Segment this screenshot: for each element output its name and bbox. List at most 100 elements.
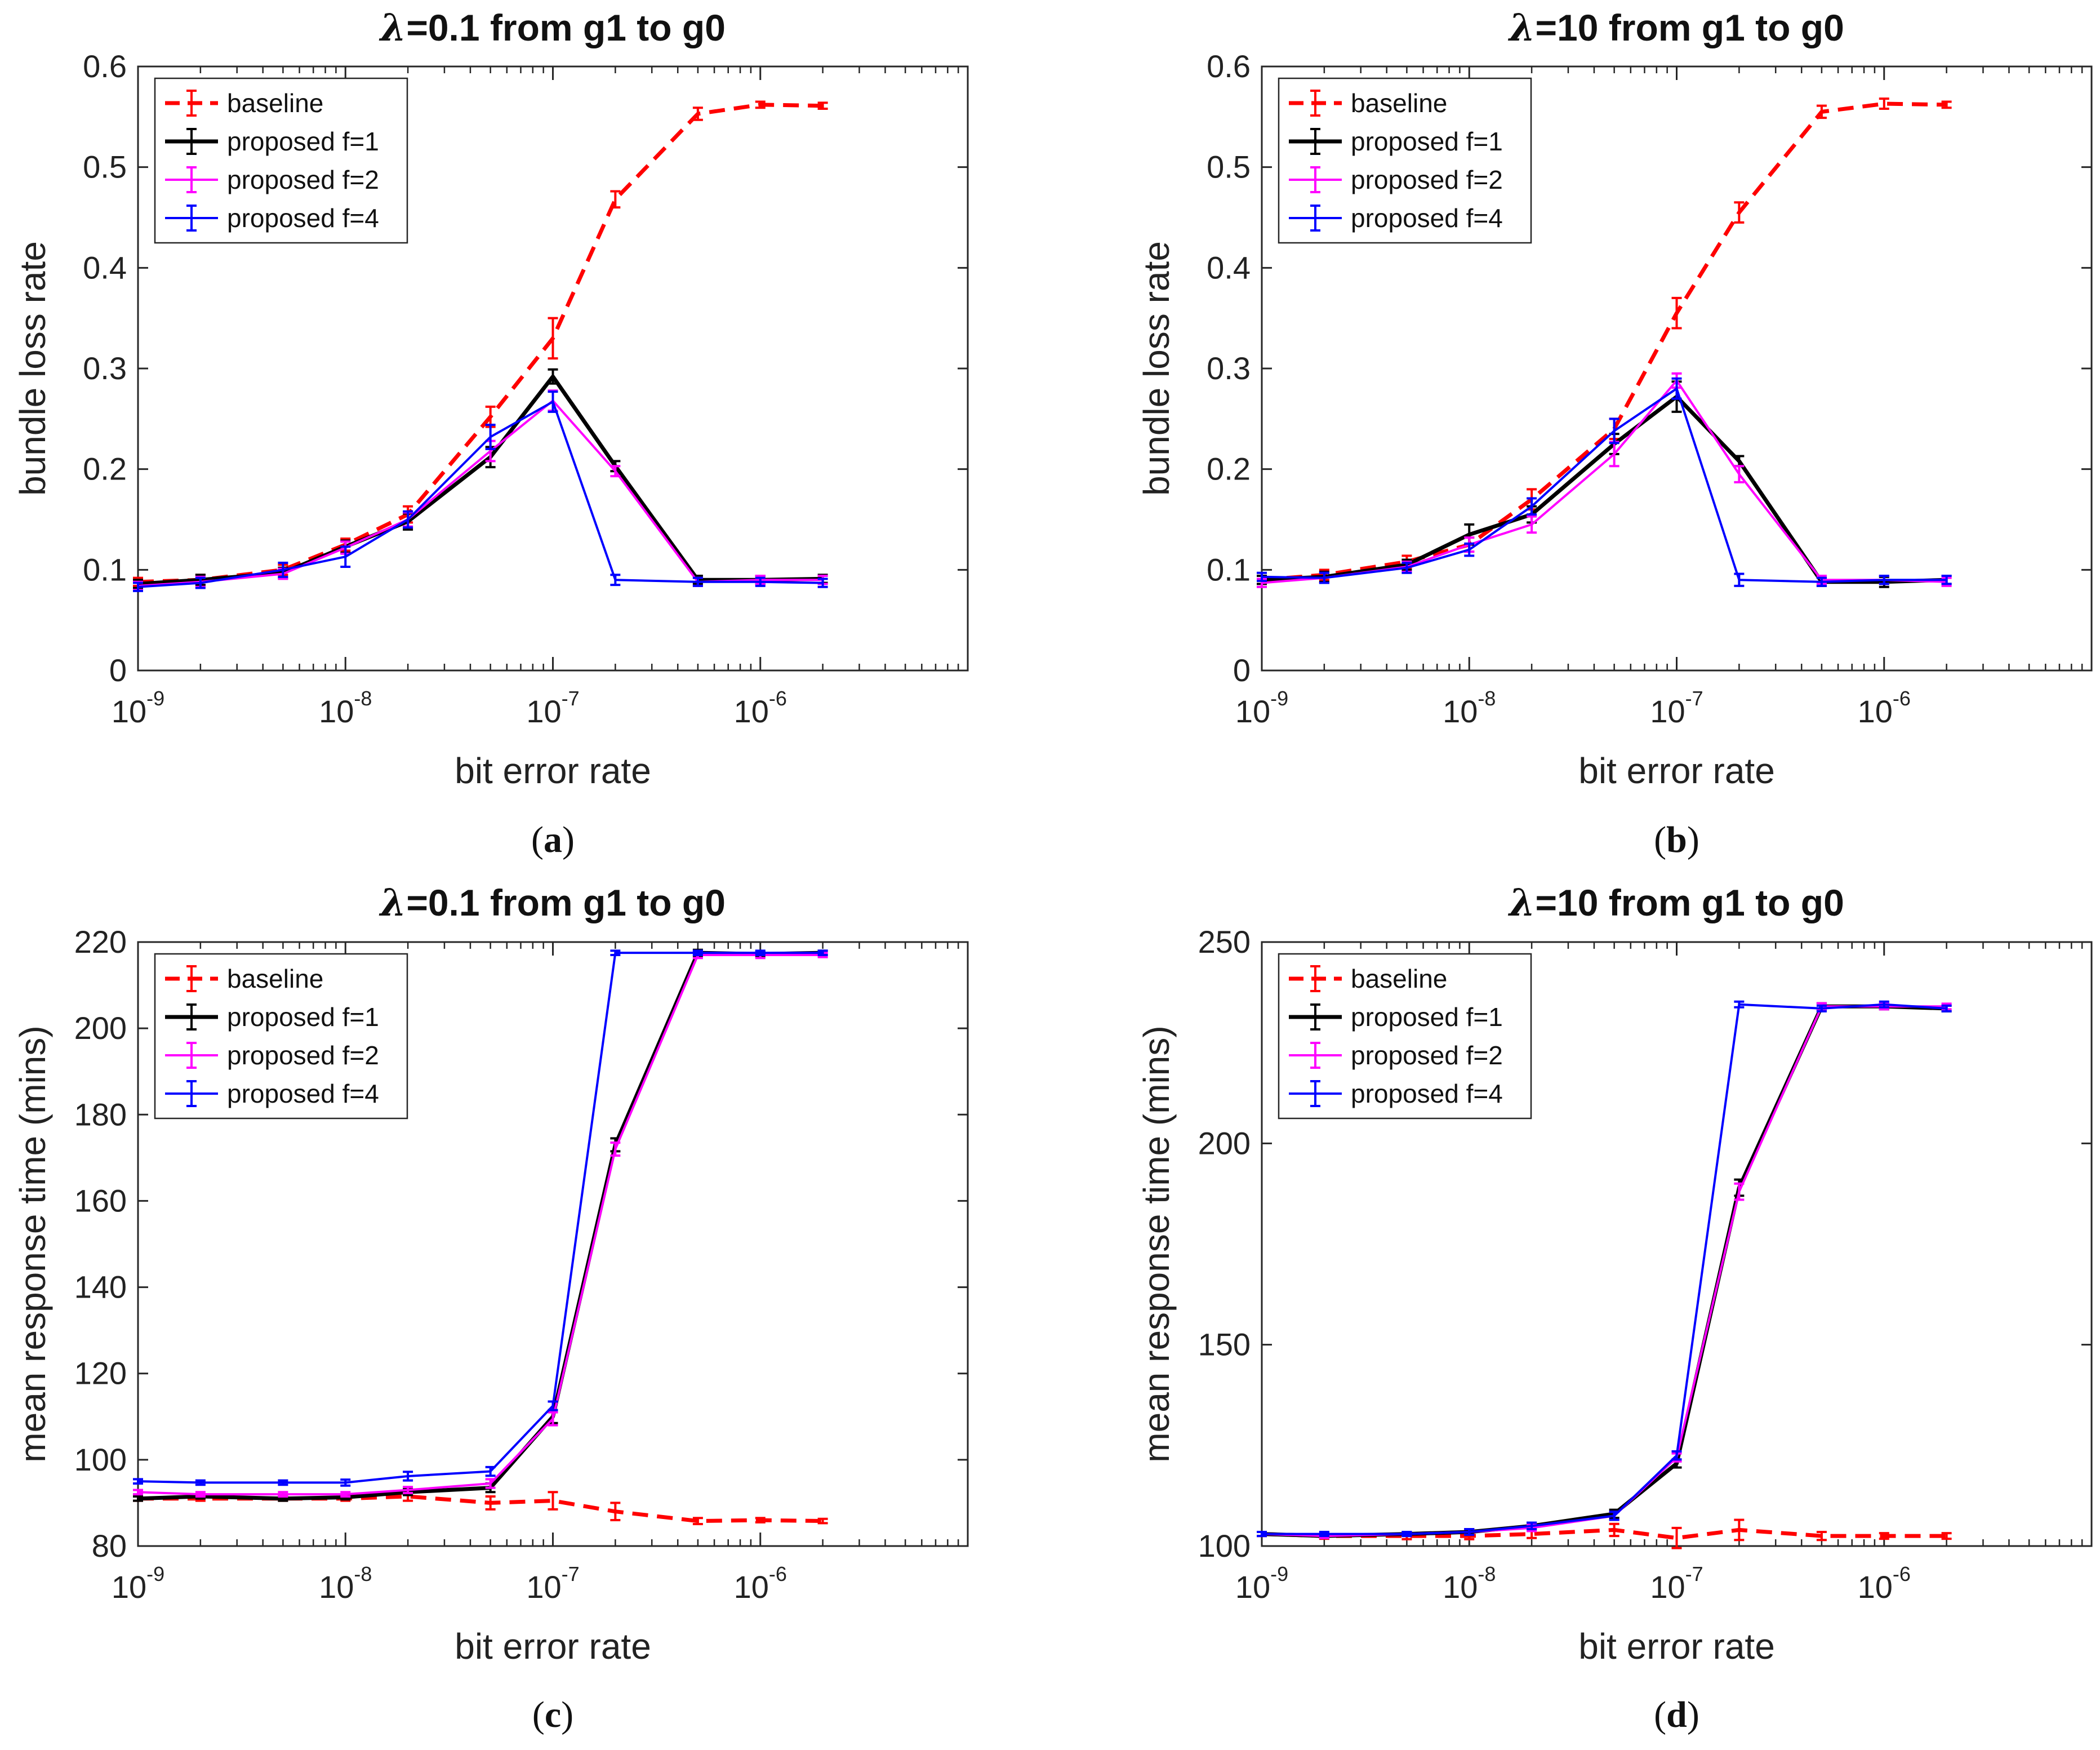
data-point-proposed-f4 — [1402, 1530, 1412, 1538]
y-tick-label: 0.2 — [1207, 451, 1251, 487]
data-point-proposed-f2 — [548, 1411, 558, 1427]
y-tick-label: 220 — [74, 924, 127, 960]
x-tick-exponent: -7 — [562, 687, 580, 710]
data-point-proposed-f4 — [1609, 1511, 1620, 1521]
data-point-proposed-f4 — [1609, 417, 1620, 445]
x-tick-base: 10 — [526, 694, 561, 729]
x-tick-exponent: -6 — [769, 687, 787, 710]
data-point-proposed-f4 — [755, 576, 766, 587]
data-point-proposed-f4 — [340, 1478, 351, 1487]
caption-open: ( — [1654, 1694, 1666, 1735]
legend-label: proposed f=2 — [227, 1041, 379, 1070]
legend-label: proposed f=4 — [227, 203, 379, 233]
x-tick-label: 10-8 — [1443, 687, 1496, 729]
data-point-proposed-f4 — [403, 1471, 413, 1482]
data-point-baseline — [1671, 296, 1682, 330]
data-point-proposed-f4 — [1941, 575, 1952, 585]
caption-close: ) — [1687, 1694, 1699, 1735]
x-tick-exponent: -7 — [1685, 687, 1703, 710]
data-point-baseline — [1609, 1522, 1620, 1538]
x-tick-label: 10-6 — [734, 687, 787, 729]
data-point-proposed-f2 — [610, 465, 621, 478]
title-lambda: λ — [379, 6, 406, 50]
chart-title: λ=0.1 from g1 to g0 — [379, 881, 726, 925]
x-tick-exponent: -9 — [146, 687, 164, 710]
data-point-proposed-f4 — [1319, 1530, 1329, 1538]
x-tick-label: 10-9 — [112, 1562, 164, 1605]
legend-label: baseline — [227, 964, 323, 993]
data-point-proposed-f4 — [817, 578, 828, 588]
data-point-proposed-f4 — [133, 1478, 143, 1485]
data-point-proposed-f4 — [278, 561, 288, 578]
caption-open: ( — [531, 819, 544, 860]
x-tick-base: 10 — [112, 1569, 146, 1605]
x-tick-base: 10 — [1235, 1569, 1270, 1605]
chart-title: λ=0.1 from g1 to g0 — [379, 6, 726, 50]
y-tick-label: 150 — [1198, 1327, 1251, 1362]
data-point-proposed-f4 — [133, 581, 143, 592]
panel-a: λ=0.1 from g1 to g0 0 0.1 0.2 0.3 0.4 0.5 0.6 10… — [12, 6, 969, 860]
data-point-proposed-f4 — [1816, 1004, 1827, 1012]
panel-caption: (c) — [532, 1694, 573, 1735]
caption-open: ( — [1654, 819, 1666, 860]
data-point-proposed-f4 — [195, 1479, 206, 1486]
x-tick-label: 10-9 — [1235, 687, 1288, 729]
data-point-baseline — [1734, 1518, 1745, 1542]
data-point-proposed-f4 — [1402, 561, 1412, 574]
legend-item-proposed-f1: proposed f=1 — [165, 1002, 379, 1032]
x-tick-exponent: -8 — [1478, 1562, 1496, 1585]
x-tick-exponent: -9 — [146, 1562, 164, 1585]
y-tick-label: 0.1 — [83, 552, 127, 587]
data-point-baseline — [817, 101, 828, 110]
data-point-baseline — [610, 190, 621, 209]
data-point-proposed-f4 — [340, 545, 351, 568]
legend-label: baseline — [1351, 964, 1447, 993]
x-tick-label: 10-9 — [1235, 1562, 1288, 1605]
x-tick-label: 10-8 — [319, 1562, 372, 1605]
x-tick-label: 10-7 — [526, 687, 579, 729]
y-tick-label: 250 — [1198, 924, 1251, 960]
x-tick-exponent: -7 — [562, 1562, 580, 1585]
legend-label: baseline — [1351, 88, 1447, 118]
data-point-proposed-f4 — [1527, 1521, 1537, 1530]
series-proposed-f4 — [1257, 1000, 1952, 1538]
legend-item-baseline: baseline — [165, 964, 323, 993]
data-point-proposed-f4 — [1464, 1527, 1475, 1536]
y-tick-label: 0.4 — [1207, 250, 1251, 285]
data-point-proposed-f4 — [817, 949, 828, 956]
legend-label: baseline — [227, 88, 323, 118]
data-point-proposed-f4 — [548, 1400, 558, 1411]
series-proposed-f4 — [133, 390, 828, 592]
x-tick-label: 10-6 — [734, 1562, 787, 1605]
x-tick-base: 10 — [526, 1569, 561, 1605]
data-point-proposed-f4 — [1464, 542, 1475, 557]
series-line-proposed-f4 — [1261, 387, 1947, 583]
title-text: =10 from g1 to g0 — [1535, 7, 1844, 48]
legend-item-baseline: baseline — [1289, 964, 1447, 993]
y-tick-label: 160 — [74, 1183, 127, 1218]
data-point-baseline — [1941, 1532, 1952, 1540]
data-point-proposed-f4 — [1671, 377, 1682, 400]
x-tick-exponent: -6 — [1893, 1562, 1911, 1585]
y-tick-label: 0.6 — [1207, 48, 1251, 84]
legend-label: proposed f=1 — [1351, 127, 1503, 156]
legend-item-proposed-f4: proposed f=4 — [1289, 1079, 1503, 1108]
legend-item-proposed-f4: proposed f=4 — [165, 1079, 379, 1108]
x-axis-label: bit error rate — [1578, 750, 1775, 791]
data-point-proposed-f4 — [548, 390, 558, 413]
y-axis-label: mean response time (mins) — [1136, 1025, 1177, 1462]
title-text: =0.1 from g1 to g0 — [406, 882, 726, 923]
caption-letter: c — [545, 1694, 561, 1735]
y-tick-label: 120 — [74, 1356, 127, 1391]
legend-item-baseline: baseline — [1289, 88, 1447, 118]
caption-close: ) — [562, 819, 575, 860]
data-point-proposed-f2 — [485, 1478, 496, 1489]
legend: baseline proposed f=1 proposed f=2 proposed… — [1278, 77, 1532, 244]
x-tick-exponent: -6 — [1893, 687, 1911, 710]
data-point-proposed-f4 — [1816, 576, 1827, 587]
data-point-proposed-f4 — [1257, 1530, 1267, 1538]
data-point-proposed-f4 — [1257, 571, 1267, 582]
x-tick-exponent: -6 — [769, 1562, 787, 1585]
legend-item-proposed-f1: proposed f=1 — [1289, 127, 1503, 156]
